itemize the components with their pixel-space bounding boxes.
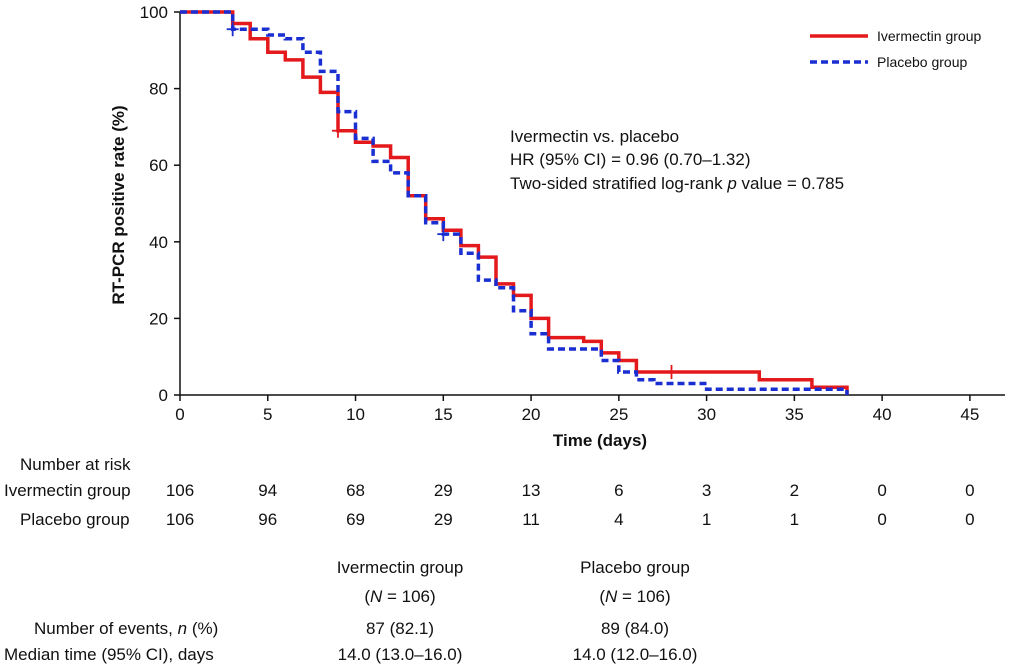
- risk-cell: 29: [433, 510, 453, 529]
- risk-cell: 106: [165, 510, 195, 529]
- x-tick-label: 30: [697, 405, 716, 424]
- y-tick-label: 80: [149, 80, 168, 99]
- series-line-ivermectin: [180, 10, 849, 395]
- y-tick-label: 20: [149, 309, 168, 328]
- series-line-placebo: [180, 10, 849, 395]
- y-tick-label: 100: [140, 3, 168, 22]
- x-tick-label: 35: [785, 405, 804, 424]
- legend-label-placebo: Placebo group: [877, 54, 968, 70]
- axes: [179, 12, 1005, 396]
- annotation-line-1: Ivermectin vs. placebo: [510, 127, 679, 146]
- summary-cell-events-placebo: 89 (84.0): [600, 619, 670, 638]
- risk-cell: 2: [789, 481, 800, 500]
- summary-row-label-events: Number of events, n (%): [34, 619, 219, 638]
- risk-cell: 0: [877, 481, 887, 500]
- summary-col-header-ivermectin: Ivermectin group: [336, 558, 464, 577]
- risk-row-label-ivermectin: Ivermectin group: [4, 481, 131, 500]
- risk-row-label-placebo: Placebo group: [20, 510, 130, 529]
- risk-cell: 0: [965, 510, 975, 529]
- summary-cell-events-ivermectin: 87 (82.1): [365, 619, 435, 638]
- risk-cell: 94: [258, 481, 278, 500]
- risk-cell: 1: [789, 510, 800, 529]
- risk-cell: 0: [877, 510, 887, 529]
- summary-col-n-placebo: (N = 106): [599, 587, 671, 606]
- annotation: Ivermectin vs. placebo HR (95% CI) = 0.9…: [510, 127, 844, 193]
- x-axis-title: Time (days): [553, 431, 647, 450]
- summary-cell-median-placebo: 14.0 (12.0–16.0): [572, 645, 698, 664]
- y-ticks: 0 20 40 60 80 100: [140, 3, 180, 405]
- annotation-line-2: HR (95% CI) = 0.96 (0.70–1.32): [510, 150, 750, 169]
- summary-col-header-placebo: Placebo group: [580, 558, 690, 577]
- legend: Ivermectin group Placebo group: [810, 28, 981, 70]
- x-tick-label: 5: [263, 405, 272, 424]
- risk-cell: 29: [433, 481, 453, 500]
- y-tick-label: 60: [149, 156, 168, 175]
- risk-cell: 13: [521, 481, 541, 500]
- x-ticks: 0 5 10 15 20 25 30 35 40 45: [175, 395, 979, 424]
- risk-cell: 1: [701, 510, 712, 529]
- risk-cell: 6: [614, 481, 624, 500]
- summary-cell-median-ivermectin: 14.0 (13.0–16.0): [337, 645, 463, 664]
- risk-cell: 4: [614, 510, 624, 529]
- risk-cell: 3: [701, 481, 712, 500]
- x-tick-label: 45: [960, 405, 979, 424]
- series-layer: [180, 10, 849, 395]
- y-tick-label: 40: [149, 233, 168, 252]
- summary-col-n-ivermectin: (N = 106): [364, 587, 436, 606]
- legend-label-ivermectin: Ivermectin group: [877, 28, 981, 44]
- risk-cell: 11: [522, 510, 540, 529]
- x-tick-label: 0: [175, 405, 184, 424]
- risk-cell: 0: [965, 481, 975, 500]
- summary-row-label-median: Median time (95% CI), days: [4, 645, 214, 664]
- risk-cell: 69: [346, 510, 365, 529]
- risk-cell: 96: [258, 510, 278, 529]
- y-axis-title: RT-PCR positive rate (%): [109, 105, 128, 304]
- x-tick-label: 25: [609, 405, 628, 424]
- x-tick-label: 10: [346, 405, 365, 424]
- x-tick-label: 20: [522, 405, 541, 424]
- risk-cell: 106: [165, 481, 195, 500]
- annotation-line-3: Two-sided stratified log-rank p value = …: [510, 174, 844, 193]
- x-tick-label: 15: [434, 405, 453, 424]
- risk-cell: 68: [346, 481, 365, 500]
- x-tick-label: 40: [873, 405, 892, 424]
- y-tick-label: 0: [159, 386, 168, 405]
- risk-table-title: Number at risk: [20, 455, 131, 474]
